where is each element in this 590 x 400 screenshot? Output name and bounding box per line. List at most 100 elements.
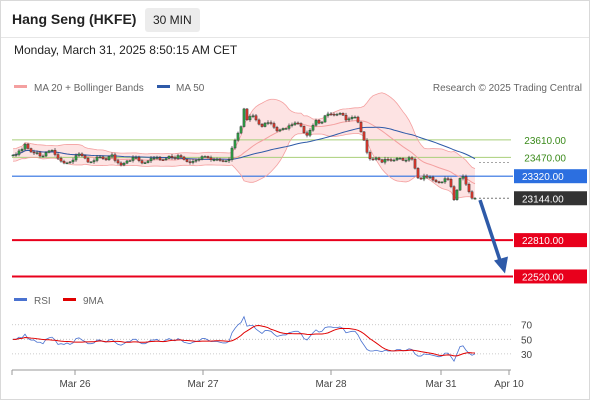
candle xyxy=(41,154,45,158)
candle xyxy=(215,157,219,162)
level-labels: 23610.00 23470.00 23320.00 23144.00 22810.00… xyxy=(514,136,587,284)
candle xyxy=(464,174,468,187)
candle xyxy=(149,156,153,163)
candle xyxy=(236,131,240,142)
candle xyxy=(152,156,156,161)
candle xyxy=(278,128,282,133)
candle xyxy=(17,149,21,157)
candle xyxy=(80,152,84,158)
candle xyxy=(248,114,252,122)
candle xyxy=(419,177,423,180)
candle xyxy=(86,157,90,163)
candle xyxy=(191,159,195,165)
candle xyxy=(335,112,339,117)
candle xyxy=(242,107,246,128)
rsi-legend: RSI 9MA xyxy=(14,296,104,307)
candle xyxy=(224,160,228,163)
candle xyxy=(446,176,450,181)
candle xyxy=(32,149,36,156)
candle xyxy=(227,157,231,163)
candle xyxy=(245,108,249,121)
candle xyxy=(128,159,132,162)
candle xyxy=(164,157,168,161)
candle xyxy=(461,174,465,181)
candle xyxy=(374,156,378,161)
candle xyxy=(305,130,309,138)
candle xyxy=(95,155,99,163)
candle xyxy=(104,157,108,161)
candle xyxy=(113,152,117,163)
candle xyxy=(299,122,303,128)
candle xyxy=(254,114,258,122)
candle xyxy=(155,155,159,160)
instrument-title: Hang Seng (HKFE) xyxy=(12,11,137,27)
candle xyxy=(188,159,192,165)
candle xyxy=(371,157,375,161)
candle xyxy=(389,157,393,162)
x-tick-label: Mar 28 xyxy=(315,379,347,390)
candle xyxy=(416,167,420,179)
candle xyxy=(317,119,321,125)
candle xyxy=(83,154,87,160)
candle xyxy=(458,177,462,191)
ma50-line xyxy=(12,126,476,160)
level-tag-pivot xyxy=(514,169,587,184)
candle xyxy=(11,154,15,157)
candle xyxy=(179,154,183,159)
candle xyxy=(392,158,396,162)
research-credit: Research © 2025 Trading Central xyxy=(433,83,582,94)
legend-swatch-ma50 xyxy=(157,85,170,88)
candle xyxy=(233,138,237,150)
candle xyxy=(74,153,78,162)
level-label-last: 23144.00 xyxy=(522,194,564,205)
candle xyxy=(158,156,162,162)
candle xyxy=(251,113,255,119)
bollinger-bands xyxy=(13,92,475,199)
candle xyxy=(68,161,72,164)
candle xyxy=(143,161,147,165)
candle xyxy=(98,155,102,159)
candle xyxy=(221,159,225,163)
candle xyxy=(386,157,390,162)
x-tick-label: Mar 31 xyxy=(425,379,457,390)
candle xyxy=(26,142,30,150)
level-label-resistance: 23470.00 xyxy=(524,153,566,164)
candle xyxy=(44,151,48,158)
candle xyxy=(203,155,207,158)
candle xyxy=(302,125,306,134)
legend-label-rsi: RSI xyxy=(34,296,51,307)
candle xyxy=(101,155,105,161)
candle xyxy=(311,123,315,132)
candle xyxy=(437,180,441,184)
x-axis: Mar 26 Mar 27 Mar 28 Mar 31 Apr 10 xyxy=(11,370,524,390)
candle xyxy=(59,156,63,163)
level-label-pivot: 23320.00 xyxy=(522,172,564,183)
timeframe-button[interactable]: 30 MIN xyxy=(145,8,200,32)
candle xyxy=(326,111,330,118)
candle xyxy=(470,190,474,200)
candle xyxy=(62,159,66,165)
rsi-tick-label: 50 xyxy=(521,335,533,346)
candle xyxy=(92,158,96,164)
candle xyxy=(308,128,312,138)
candle xyxy=(404,158,408,163)
candle xyxy=(110,152,114,159)
candle xyxy=(20,147,24,153)
candle xyxy=(56,152,60,160)
candle xyxy=(338,112,342,116)
candle xyxy=(140,159,144,165)
candle xyxy=(275,125,279,133)
candles xyxy=(11,107,477,202)
candle xyxy=(134,155,138,160)
candle xyxy=(65,161,69,165)
candle xyxy=(452,185,456,202)
candle xyxy=(122,161,126,167)
candle xyxy=(131,155,135,163)
candle xyxy=(182,155,186,161)
candle xyxy=(287,123,291,131)
legend-swatch-rsi xyxy=(14,298,27,301)
level-label-resistance: 23610.00 xyxy=(524,136,566,147)
candle xyxy=(230,145,234,162)
candle xyxy=(353,115,357,119)
